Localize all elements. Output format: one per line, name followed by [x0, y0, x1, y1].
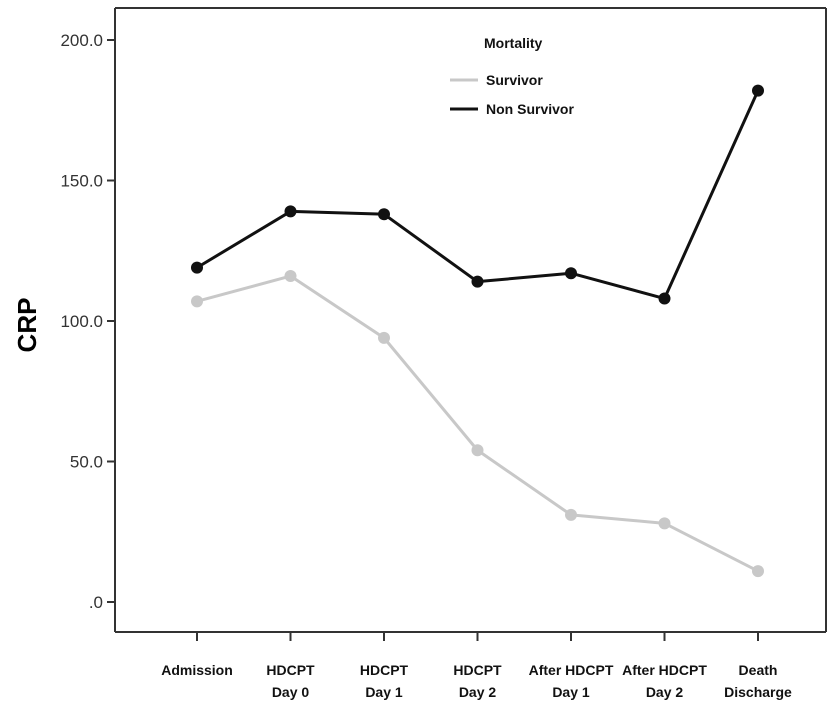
legend-label: Non Survivor	[486, 101, 574, 117]
data-point-survivor	[471, 444, 484, 457]
x-tick-label: Admission	[161, 662, 233, 678]
y-tick-label: 50.0	[70, 453, 103, 472]
x-tick-label: HDCPT	[266, 662, 315, 678]
y-axis-label: CRP	[12, 298, 42, 353]
x-tick-label: HDCPT	[453, 662, 502, 678]
x-tick-label: Day 1	[552, 684, 590, 700]
legend-items: Survivor Non Survivor	[450, 72, 574, 117]
x-tick-label: Day 2	[459, 684, 497, 700]
y-tick-label: 150.0	[60, 172, 103, 191]
data-point-non-survivor	[378, 208, 390, 221]
legend-label: Survivor	[486, 72, 543, 88]
data-point-non-survivor	[565, 267, 577, 280]
data-point-survivor	[565, 508, 577, 521]
x-tick-label: Death	[739, 662, 778, 678]
y-tick-label: 200.0	[60, 31, 103, 50]
x-tick-label: Discharge	[724, 684, 792, 700]
data-point-survivor	[658, 517, 671, 530]
x-tick-label: Day 0	[272, 684, 310, 700]
data-point-non-survivor	[471, 275, 484, 288]
y-axis-ticks: .0 50.0 100.0 150.0 200.0	[60, 31, 115, 612]
x-tick-label: Day 1	[365, 684, 403, 700]
x-tick-label: HDCPT	[360, 662, 409, 678]
legend-title: Mortality	[484, 35, 543, 51]
series-line-non-survivor	[196, 89, 760, 301]
y-tick-label: 100.0	[60, 312, 103, 331]
x-tick-label: Day 2	[646, 684, 684, 700]
data-point-survivor	[191, 295, 203, 308]
data-point-non-survivor	[658, 292, 671, 305]
data-point-non-survivor	[752, 84, 764, 97]
data-point-survivor	[284, 270, 297, 283]
x-tick-label: After HDCPT	[622, 662, 707, 678]
data-point-non-survivor	[191, 261, 203, 274]
series-line-survivor	[196, 274, 759, 573]
data-point-survivor	[378, 331, 390, 344]
y-tick-label: .0	[89, 593, 103, 612]
x-tick-label: After HDCPT	[529, 662, 614, 678]
legend: Mortality Survivor Non Survivor	[450, 35, 574, 117]
series-layer	[191, 84, 764, 578]
data-point-survivor	[752, 565, 764, 578]
plot-frame	[114, 7, 827, 633]
data-point-non-survivor	[284, 205, 297, 218]
x-axis-ticks: Admission HDCPT Day 0 HDCPT Day 1 HDCPT Day 2 A…	[161, 632, 792, 700]
